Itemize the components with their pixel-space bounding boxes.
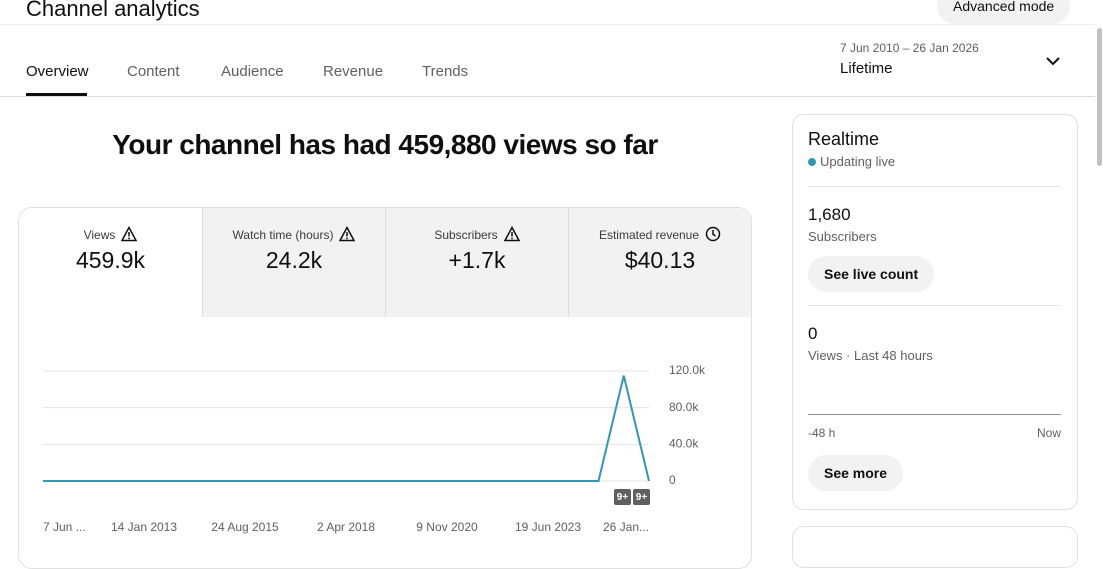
tab-divider — [0, 96, 1095, 97]
scrollbar[interactable] — [1097, 28, 1102, 166]
period[interactable]: Lifetime — [840, 60, 893, 77]
metric-label: Estimated revenue — [569, 226, 751, 242]
metric-card: Views 459.9k Watch time (hours) 24.2k Subscr… — [18, 207, 752, 569]
metric-value: +1.7k — [448, 247, 506, 273]
subscriber-count: 1,680 — [808, 205, 851, 224]
active-tab-indicator — [26, 93, 87, 96]
y-tick-label: 80.0k — [669, 400, 699, 414]
divider — [808, 186, 1061, 187]
see-live-count-button[interactable]: See live count — [808, 256, 935, 292]
tab[interactable]: Audience — [221, 63, 284, 80]
realtime-start: -48 h — [808, 426, 836, 440]
metric-icon-clock — [699, 226, 721, 242]
realtime-end: Now — [1036, 426, 1061, 440]
annotation-badge — [633, 489, 650, 505]
y-tick-label: 120.0k — [669, 363, 706, 377]
annotation-badge — [614, 489, 631, 505]
metric-tab[interactable]: Subscribers +1.7k — [385, 208, 568, 317]
realtime-title: Realtime — [808, 129, 880, 149]
live-dot — [808, 158, 816, 166]
see-more-button[interactable]: See more — [808, 455, 904, 491]
y-tick-label: 0 — [669, 473, 676, 487]
realtime-axis — [808, 414, 1061, 415]
next-card — [792, 526, 1078, 568]
x-tick-label: 7 Jun ... — [43, 520, 86, 534]
metric-label-text: Watch time (hours) — [232, 228, 334, 242]
x-tick-label: 9 Nov 2020 — [416, 520, 478, 534]
metric-icon-warning — [498, 225, 520, 242]
metric-value: $40.13 — [624, 247, 696, 273]
metric-label: Views — [19, 225, 202, 242]
x-tick-label: 14 Jan 2013 — [111, 520, 177, 534]
divider — [808, 305, 1061, 306]
headline: Your channel has had 459,880 views so fa… — [112, 129, 658, 160]
x-tick-label: 24 Aug 2015 — [211, 520, 279, 534]
x-tick-label: 2 Apr 2018 — [317, 520, 375, 534]
chart: 0 40.0k 80.0k 120.0k 7 Jun ... 14 Jan 2013 24 … — [43, 363, 706, 534]
line-series — [43, 375, 650, 482]
tab[interactable]: Trends — [422, 63, 469, 80]
date-range: 7 Jun 2010 – 26 Jan 2026 — [840, 41, 979, 55]
tab[interactable]: Revenue — [323, 63, 384, 80]
page-title: Channel analytics — [26, 0, 200, 21]
tab[interactable]: Content — [127, 63, 180, 80]
metric-tab[interactable]: Estimated revenue $40.13 — [568, 208, 751, 317]
y-tick-label: 40.0k — [669, 437, 699, 451]
header-divider — [0, 24, 1095, 25]
realtime-card — [792, 114, 1078, 510]
metric-label-text: Estimated revenue — [598, 228, 700, 242]
metric-icon-warning — [115, 225, 138, 242]
metric-tab[interactable]: Watch time (hours) 24.2k — [202, 208, 385, 317]
subscriber-label: Subscribers — [808, 229, 877, 244]
annotation-label: 9+ — [617, 492, 629, 503]
annotation-label: 9+ — [636, 492, 648, 503]
metric-label: Subscribers — [386, 225, 568, 242]
advanced-mode-button[interactable]: Advanced mode — [937, 0, 1071, 24]
metric-tab[interactable]: Views 459.9k — [19, 208, 202, 317]
metric-label-text: Subscribers — [434, 228, 498, 242]
tab[interactable]: Overview — [26, 63, 89, 80]
metric-value: 24.2k — [265, 247, 323, 273]
views-count: 0 — [808, 324, 818, 343]
realtime-status: Updating live — [820, 154, 896, 169]
metric-icon-warning — [333, 225, 356, 242]
metric-label: Watch time (hours) — [203, 225, 385, 242]
views-label: Views · Last 48 hours — [808, 348, 933, 363]
metric-value: 459.9k — [75, 247, 146, 273]
dropdown-chevron[interactable] — [1044, 52, 1062, 70]
x-tick-label: 26 Jan... — [603, 520, 649, 534]
x-tick-label: 19 Jun 2023 — [515, 520, 581, 534]
metric-label-text: Views — [83, 228, 116, 242]
